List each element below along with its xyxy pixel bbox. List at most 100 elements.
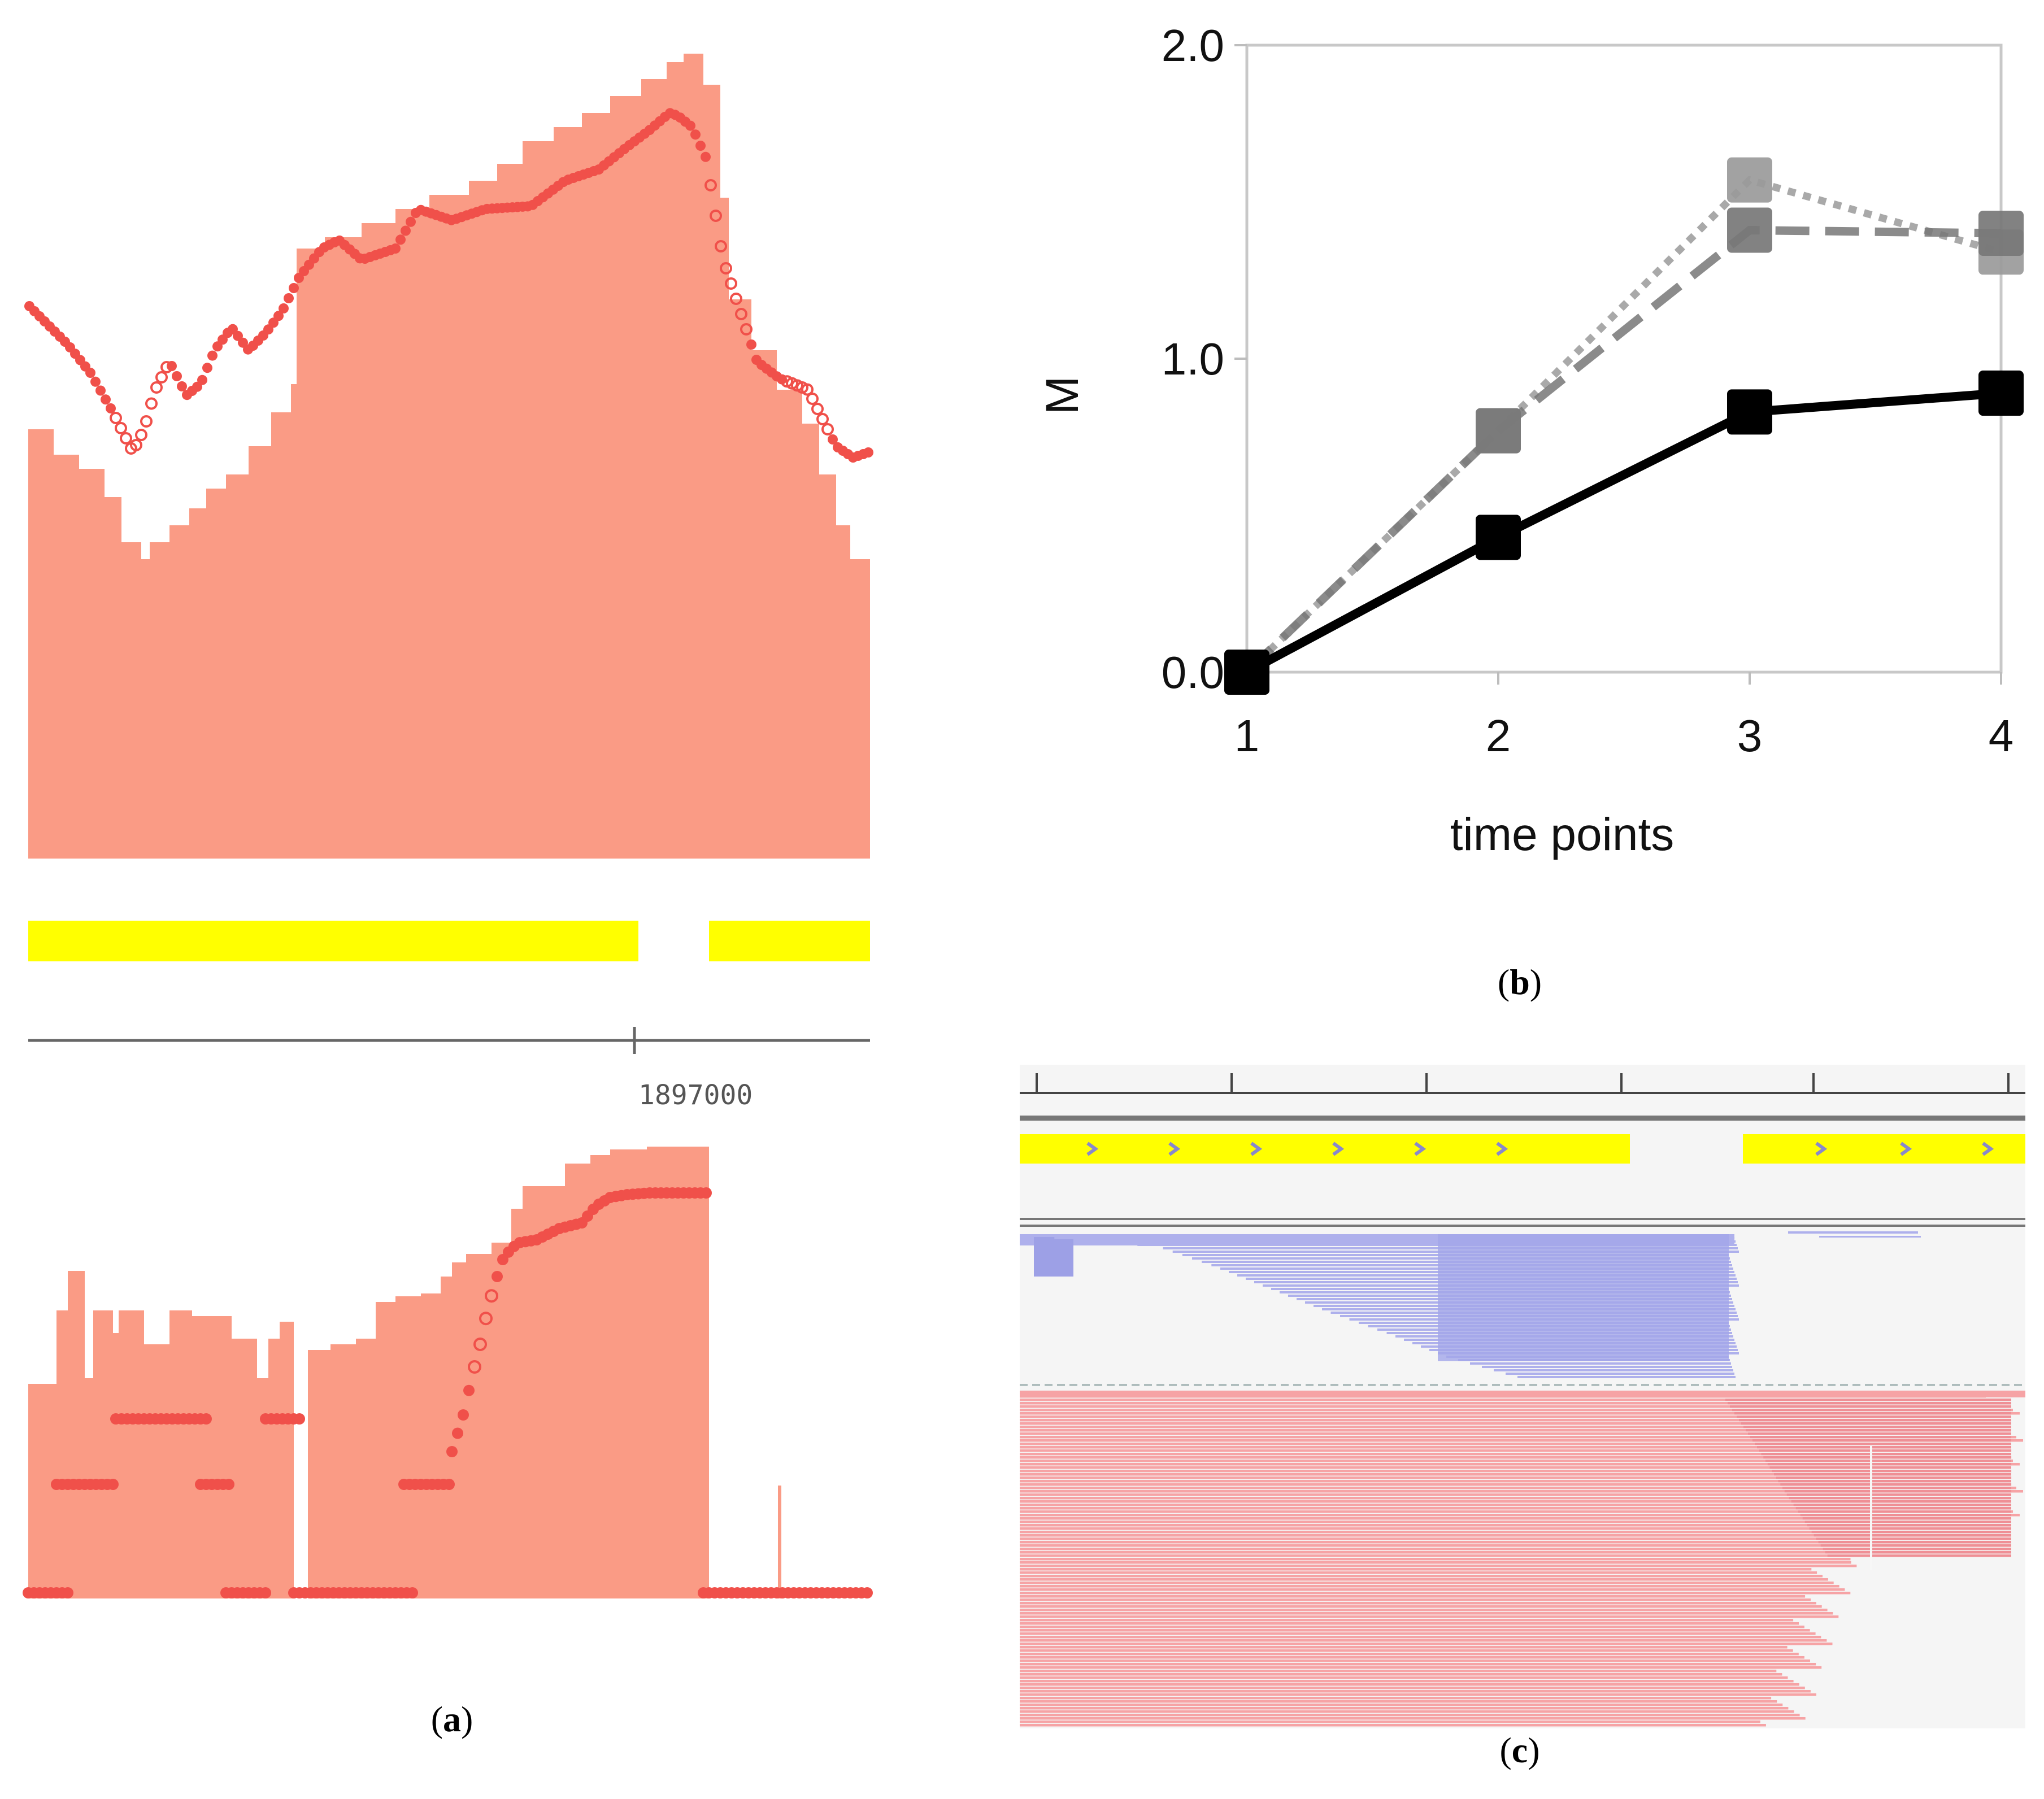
reverse-read	[1020, 1605, 1822, 1608]
profile-dot	[197, 374, 207, 385]
strand-arrow-icon	[1815, 1142, 1828, 1156]
profile-dot	[458, 1409, 469, 1421]
reverse-read	[1020, 1724, 1766, 1727]
strand-arrow-icon	[1086, 1142, 1099, 1156]
profile-dot	[821, 423, 834, 435]
profile-dot	[130, 439, 142, 451]
profile-dot	[150, 381, 163, 394]
panel-label-b: (b)	[1498, 962, 1542, 1002]
reverse-read	[1020, 1510, 2013, 1513]
reverse-read	[1752, 1439, 2011, 1442]
reverse-read	[1020, 1487, 2016, 1489]
panel-a-genome-coverage: 1897000 (a)	[23, 54, 873, 1739]
reverse-read	[1020, 1629, 1810, 1632]
reverse-read	[1743, 1426, 2011, 1428]
profile-dot	[135, 429, 147, 441]
forward-read	[1819, 1236, 1921, 1238]
profile-dot	[85, 368, 95, 378]
forward-reads	[1020, 1231, 1921, 1378]
reverse-read	[1020, 1578, 1828, 1581]
panel-b-line-chart: 0.0 1.0 2.0 1 2 3 4 time points M (b)	[1037, 20, 2024, 1002]
strand-arrow-icon	[1900, 1142, 1912, 1156]
x-axis-title: time points	[1450, 809, 1675, 860]
plot-frame	[1245, 43, 2003, 674]
reverse-read	[1795, 1507, 2011, 1510]
reverse-read	[1020, 1521, 1982, 1523]
reverse-reads	[1020, 1391, 2025, 1727]
coordinate-label: 1897000	[638, 1079, 753, 1111]
reverse-read	[1020, 1436, 2016, 1439]
strand-arrow-icon	[1250, 1142, 1263, 1156]
reverse-read	[1767, 1463, 2012, 1466]
profile-dot	[101, 394, 111, 405]
reverse-read	[1020, 1493, 1979, 1496]
profile-dot	[106, 403, 116, 413]
reverse-read	[1789, 1497, 2011, 1500]
profile-dot	[806, 393, 819, 405]
reverse-read	[1020, 1639, 1827, 1642]
profile-dot	[395, 234, 406, 245]
profile-dot	[863, 447, 873, 458]
series-3-marker	[1727, 157, 1772, 203]
reverse-read	[1763, 1456, 2012, 1459]
forward-read	[1506, 1373, 1734, 1375]
gene-bar-2	[709, 921, 870, 961]
forward-read	[1494, 1369, 1733, 1371]
profile-dot	[177, 381, 187, 391]
reverse-read	[1725, 1399, 2011, 1401]
reverse-read	[1020, 1409, 2013, 1412]
strand-arrow-icon	[1414, 1142, 1427, 1156]
reverse-read	[1728, 1402, 2011, 1405]
reverse-read	[1020, 1666, 1822, 1669]
reverse-read	[1786, 1493, 2011, 1496]
profile-dot	[107, 1479, 119, 1490]
reverse-read	[1778, 1480, 2011, 1483]
reverse-read	[1020, 1524, 1989, 1527]
panel-c-read-alignment: (c)	[1020, 1065, 2025, 1770]
panel-label-b-letter: b	[1510, 962, 1530, 1002]
reverse-read	[1020, 1399, 1993, 1401]
reverse-read	[1732, 1409, 2011, 1412]
reverse-read	[1020, 1460, 2013, 1462]
profile-dot	[715, 240, 727, 252]
reverse-read	[1811, 1531, 2011, 1534]
reverse-read	[1816, 1537, 2011, 1540]
profile-dot	[479, 1312, 493, 1326]
reverse-read	[1020, 1626, 1804, 1628]
reverse-read	[1020, 1453, 1999, 1456]
y-tick-label: 2.0	[1162, 20, 1224, 71]
reverse-read	[1020, 1537, 1958, 1540]
reverse-read	[1020, 1609, 1828, 1611]
forward-read	[1137, 1244, 1737, 1246]
reverse-read	[1020, 1443, 1979, 1445]
reverse-read	[1020, 1720, 1760, 1723]
reverse-read	[1020, 1422, 1989, 1425]
reverse-read	[1020, 1690, 1811, 1693]
reverse-read	[1741, 1422, 2011, 1425]
reverse-read	[1784, 1490, 2012, 1493]
panel-label-b-open: (	[1498, 962, 1510, 1002]
reverse-read	[1774, 1473, 2011, 1476]
x-tick-label: 4	[1989, 711, 2014, 761]
reverse-read	[1020, 1687, 1805, 1689]
reverse-read	[1820, 1544, 2011, 1547]
reverse-read	[1825, 1551, 2011, 1554]
series-line-2	[1243, 225, 2002, 676]
profile-dot	[452, 1427, 463, 1439]
profile-dots-bottom	[23, 1187, 873, 1598]
reverse-read	[1020, 1622, 1799, 1625]
reverse-read	[1020, 1585, 1839, 1588]
reverse-read	[1020, 1480, 2003, 1483]
profile-dot	[816, 413, 829, 425]
reverse-read	[1020, 1548, 1878, 1550]
chart-markers	[1224, 157, 2024, 695]
profile-dot	[155, 371, 168, 384]
chart-ticks: 0.0 1.0 2.0 1 2 3 4	[1162, 20, 2013, 761]
reverse-read	[1020, 1504, 1999, 1506]
reverse-read	[1791, 1500, 2011, 1503]
series-1-marker	[1476, 515, 1521, 560]
viewer-ruler-ticks	[1036, 1073, 2010, 1093]
forward-read	[1470, 1362, 1731, 1365]
reverse-read	[1020, 1646, 1788, 1649]
reverse-read	[1020, 1649, 1793, 1652]
